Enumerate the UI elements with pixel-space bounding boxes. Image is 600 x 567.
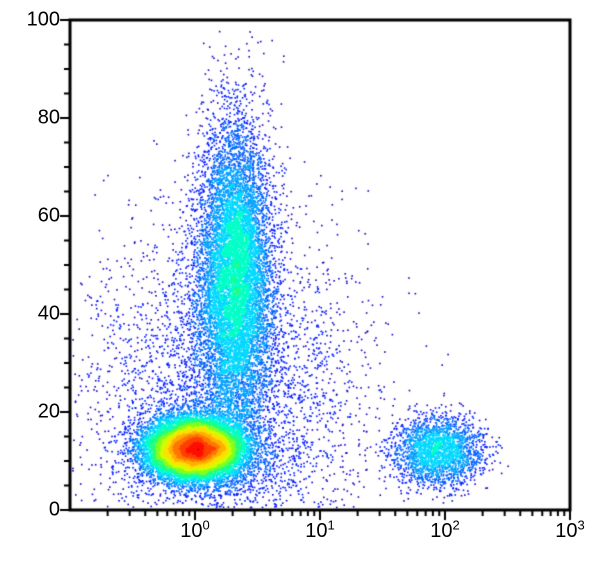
y-tick-label: 100 — [5, 9, 60, 32]
y-axis-labels: 0 20 40 60 80 100 — [0, 0, 60, 567]
y-tick-label: 40 — [5, 303, 60, 326]
x-tick-label: 100 — [180, 520, 209, 543]
y-tick-label: 60 — [5, 205, 60, 228]
y-tick-label: 20 — [5, 401, 60, 424]
x-axis-labels: 100 101 102 103 — [0, 520, 600, 560]
y-tick-label: 0 — [5, 499, 60, 522]
x-tick-label: 102 — [430, 520, 459, 543]
x-tick-label: 103 — [555, 520, 584, 543]
scatter-plot-canvas — [0, 0, 600, 567]
y-tick-label: 80 — [5, 107, 60, 130]
chart-container: { "chart": { "type": "scatter-density", … — [0, 0, 600, 567]
x-tick-label: 101 — [305, 520, 334, 543]
